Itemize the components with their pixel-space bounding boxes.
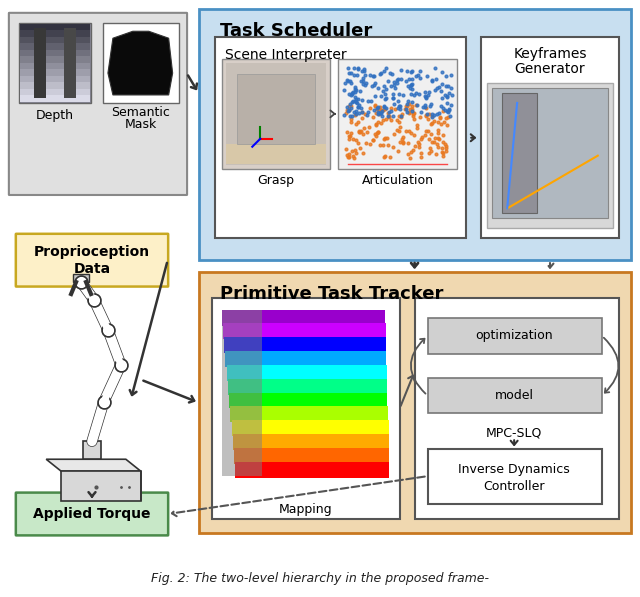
Bar: [492, 88, 608, 219]
Bar: [227, 63, 326, 165]
Text: Mask: Mask: [125, 118, 157, 131]
Bar: [223, 310, 385, 326]
FancyBboxPatch shape: [9, 13, 187, 195]
Bar: [20, 82, 90, 89]
Bar: [225, 351, 386, 367]
Bar: [227, 365, 387, 381]
FancyBboxPatch shape: [16, 493, 168, 536]
Text: Scene Interpreter: Scene Interpreter: [225, 48, 347, 62]
Bar: [20, 76, 90, 83]
Bar: [223, 323, 386, 339]
Bar: [20, 50, 90, 57]
Bar: [73, 274, 89, 282]
Bar: [20, 24, 90, 31]
Text: Task Scheduler: Task Scheduler: [220, 22, 372, 40]
Bar: [61, 471, 141, 501]
Bar: [223, 59, 330, 168]
Bar: [20, 37, 90, 44]
Bar: [20, 56, 90, 63]
Text: Data: Data: [74, 262, 111, 276]
Bar: [223, 310, 262, 476]
Bar: [232, 420, 388, 436]
Bar: [20, 30, 90, 37]
Bar: [20, 43, 90, 50]
Bar: [83, 441, 101, 459]
FancyBboxPatch shape: [16, 234, 168, 287]
Bar: [20, 69, 90, 76]
Bar: [20, 89, 90, 96]
Bar: [481, 37, 619, 238]
Bar: [428, 318, 602, 354]
Bar: [234, 448, 388, 464]
Bar: [428, 450, 602, 504]
Text: Fig. 2: The two-level hierarchy in the proposed frame-: Fig. 2: The two-level hierarchy in the p…: [151, 572, 489, 585]
Text: Mapping: Mapping: [279, 503, 333, 516]
Bar: [225, 337, 386, 353]
Text: Primitive Task Tracker: Primitive Task Tracker: [220, 285, 444, 303]
Text: Grasp: Grasp: [258, 174, 294, 187]
Bar: [198, 272, 630, 533]
Bar: [428, 378, 602, 414]
Polygon shape: [46, 459, 141, 471]
Bar: [198, 10, 630, 260]
Text: Proprioception: Proprioception: [34, 245, 150, 259]
Text: optimization: optimization: [476, 330, 553, 342]
Bar: [230, 407, 388, 423]
Bar: [487, 83, 612, 228]
Bar: [338, 59, 458, 168]
Text: Controller: Controller: [483, 479, 545, 493]
Text: Applied Torque: Applied Torque: [33, 507, 151, 521]
Bar: [20, 95, 90, 102]
Bar: [20, 63, 90, 70]
Text: MPC-SLQ: MPC-SLQ: [486, 427, 542, 440]
Text: Depth: Depth: [36, 109, 74, 122]
Bar: [228, 378, 387, 395]
Bar: [415, 298, 619, 519]
Text: model: model: [495, 389, 534, 402]
Bar: [502, 93, 537, 213]
Bar: [234, 435, 388, 450]
Text: Semantic: Semantic: [111, 106, 170, 119]
Text: Generator: Generator: [515, 62, 586, 76]
Text: Inverse Dynamics: Inverse Dynamics: [458, 463, 570, 476]
Text: Articulation: Articulation: [362, 174, 434, 187]
Bar: [237, 74, 315, 144]
Text: Keyframes: Keyframes: [513, 47, 587, 61]
Polygon shape: [108, 31, 173, 95]
Bar: [19, 23, 91, 103]
Bar: [229, 393, 387, 408]
Bar: [212, 298, 399, 519]
Bar: [103, 23, 179, 103]
Bar: [35, 28, 46, 98]
Bar: [216, 37, 467, 238]
Bar: [64, 28, 76, 98]
Bar: [236, 462, 388, 478]
Bar: [227, 144, 326, 164]
